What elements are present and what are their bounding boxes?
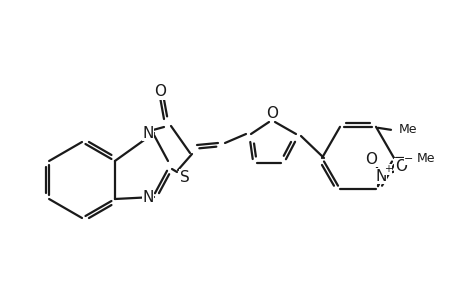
Text: +: + bbox=[383, 164, 391, 174]
Text: O: O bbox=[364, 152, 376, 167]
Text: −: − bbox=[403, 154, 413, 164]
Text: N: N bbox=[142, 125, 153, 140]
Text: O: O bbox=[394, 159, 406, 174]
Text: O: O bbox=[154, 85, 166, 100]
Text: O: O bbox=[265, 106, 277, 121]
Text: S: S bbox=[180, 169, 190, 184]
Text: Me: Me bbox=[416, 152, 435, 164]
Text: N: N bbox=[375, 169, 386, 184]
Text: Me: Me bbox=[398, 123, 417, 136]
Text: N: N bbox=[142, 190, 153, 205]
